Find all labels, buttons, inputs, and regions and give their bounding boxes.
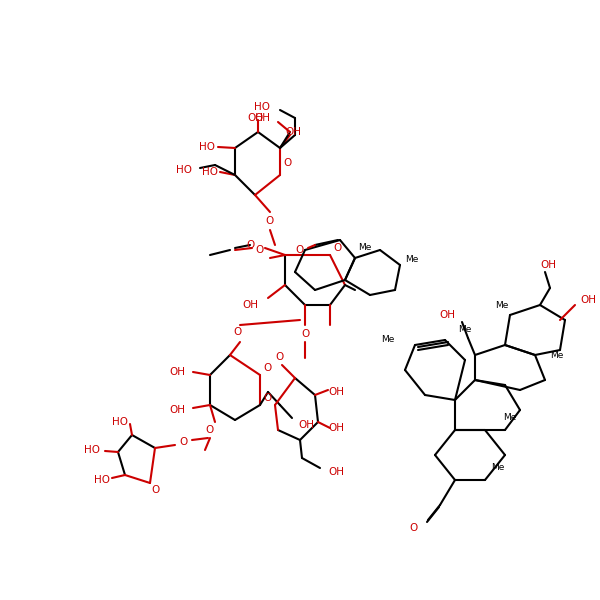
Text: OH: OH [169, 367, 185, 377]
Text: OH: OH [285, 127, 301, 137]
Text: O: O [301, 329, 309, 339]
Text: HO: HO [202, 167, 218, 177]
Text: Me: Me [382, 335, 395, 344]
Text: O: O [256, 245, 264, 255]
Text: O: O [264, 363, 272, 373]
Text: O: O [264, 393, 272, 403]
Text: OH: OH [328, 423, 344, 433]
Text: O: O [276, 352, 284, 362]
Text: OH: OH [540, 260, 556, 270]
Text: HO: HO [94, 475, 110, 485]
Text: Me: Me [491, 463, 505, 473]
Text: O: O [247, 240, 255, 250]
Text: Me: Me [503, 413, 517, 422]
Text: OH: OH [439, 310, 455, 320]
Text: OH: OH [298, 420, 314, 430]
Text: O: O [151, 485, 159, 495]
Text: O: O [296, 245, 304, 255]
Text: O: O [206, 425, 214, 435]
Text: O: O [334, 243, 342, 253]
Text: OH: OH [242, 300, 258, 310]
Text: O: O [234, 327, 242, 337]
Text: O: O [266, 216, 274, 226]
Text: OH: OH [580, 295, 596, 305]
Text: Me: Me [358, 244, 371, 253]
Text: HO: HO [112, 417, 128, 427]
Text: Me: Me [494, 301, 508, 310]
Text: HO: HO [176, 165, 192, 175]
Text: OH: OH [328, 467, 344, 477]
Text: Me: Me [458, 325, 472, 335]
Text: HO: HO [254, 102, 270, 112]
Text: OH: OH [254, 113, 270, 123]
Text: O: O [410, 523, 418, 533]
Text: OH: OH [247, 113, 263, 123]
Text: O: O [284, 158, 292, 168]
Text: Me: Me [405, 256, 418, 265]
Text: HO: HO [199, 142, 215, 152]
Text: HO: HO [84, 445, 100, 455]
Text: OH: OH [328, 387, 344, 397]
Text: OH: OH [169, 405, 185, 415]
Text: Me: Me [550, 350, 563, 359]
Text: O: O [179, 437, 187, 447]
